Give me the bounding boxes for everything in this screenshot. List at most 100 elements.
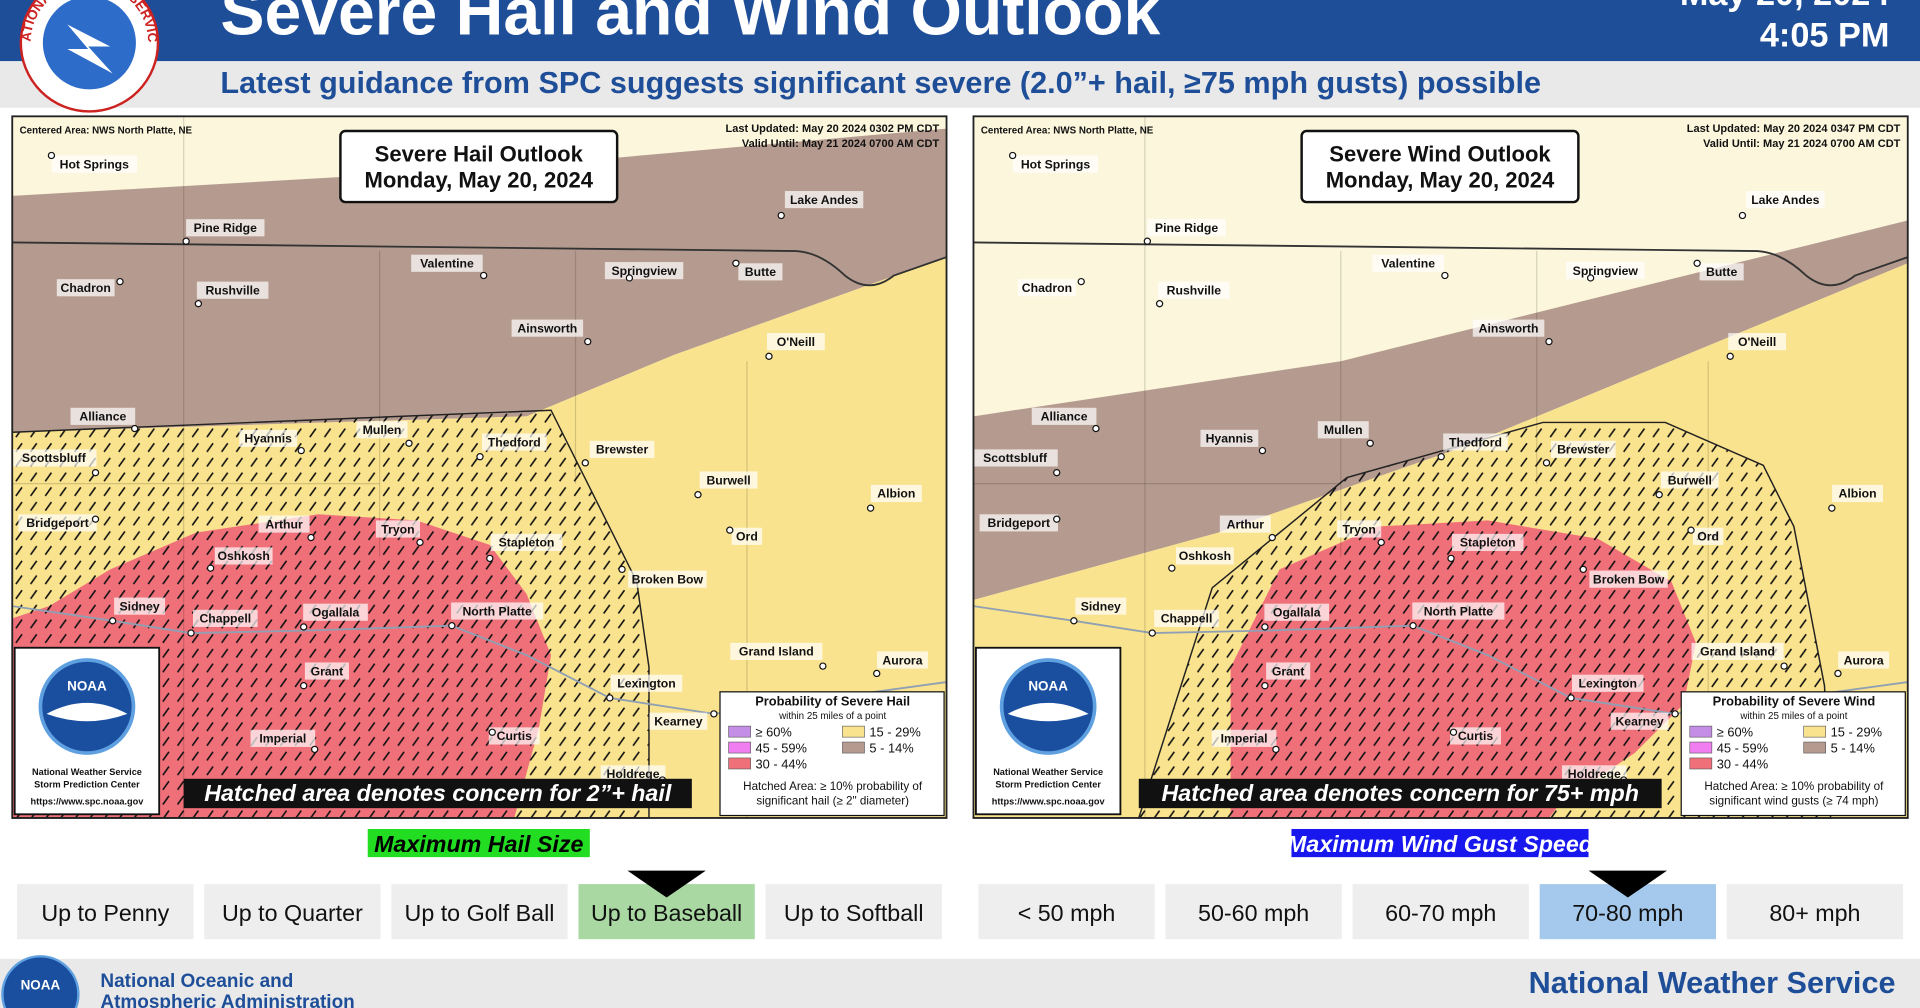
city-dot [488,728,496,736]
state-border [973,241,1909,287]
page-subtitle: Latest guidance from SPC suggests signif… [220,66,1541,100]
map-date: Monday, May 20, 2024 [364,167,593,192]
city-dot [1077,277,1085,286]
city-dot [1671,710,1679,718]
title-box [1300,129,1580,204]
legend-swatch [842,741,865,754]
legend-swatch [1803,725,1827,738]
city-label-bg [767,333,825,351]
legend-note: significant hail (≥ 2" diameter) [756,794,909,807]
city-dot [873,669,881,678]
footer-service: National Weather Service [1529,966,1896,1000]
city-label: Hot Springs [60,157,130,171]
city-dot [194,299,203,308]
option-button [978,884,1155,940]
city-label: Chadron [1022,281,1072,295]
city-dot [297,446,305,455]
state-border [12,241,947,287]
city-label-bg [1832,484,1884,503]
city-dot [1738,211,1747,220]
city-label: Stapleton [499,536,555,550]
city-label-bg [481,433,547,451]
option-label: Up to Softball [784,900,924,926]
option-button [1165,884,1342,940]
city-label-bg [870,484,922,503]
city-label: Butte [1706,265,1737,279]
city-label-bg [18,514,97,532]
city-label: Hyannis [244,432,292,446]
city-label-bg [1372,254,1444,272]
legend-title: Probability of Severe Wind [1713,693,1876,708]
city-dot [1586,274,1595,282]
city-label-bg [451,602,544,620]
map-title: Severe Wind Outlook [1329,142,1551,167]
city-label: Rushville [205,283,260,297]
legend-label: ≥ 60% [1717,725,1753,740]
city-dot [1542,459,1551,467]
city-label-bg [1031,407,1097,425]
city-dot [108,617,117,625]
legend-swatch [842,725,865,738]
legend-label: ≥ 60% [756,725,792,740]
legend-label: 5 - 14% [869,740,913,755]
city-dot [480,271,488,280]
footer-noaa-text: NOAA [21,977,61,992]
city-label-bg [979,514,1058,532]
city-dot [1155,299,1164,308]
legend-swatch [1689,757,1713,770]
city-label: Grand Island [739,645,814,659]
city-label: Lake Andes [1751,193,1819,207]
city-dot [1053,515,1061,523]
city-label-bg [186,219,265,237]
city-label: Brewster [596,443,649,457]
city-label: Mullen [363,423,402,437]
city-label: Grant [1272,664,1305,678]
legend-box [1680,691,1906,817]
legend-label: 45 - 59% [756,740,807,755]
city-dot [1268,533,1276,542]
legend-swatch [728,757,751,770]
city-label: Burwell [1668,473,1712,487]
city-label: Imperial [259,732,306,746]
city-label: Scottsbluff [22,451,87,465]
city-dot [732,259,740,267]
selected-indicator [627,870,706,898]
city-label-bg [731,527,763,545]
city-label: Broken Bow [632,572,704,586]
city-dot [476,453,484,461]
city-dot [819,662,827,670]
spc-line: National Weather Service [993,767,1103,777]
city-dot [1261,682,1269,690]
city-dot [1070,617,1078,625]
city-label-bg [51,155,137,173]
city-label-bg [1728,333,1787,351]
city-label: Pine Ridge [1155,221,1218,235]
city-label: Valentine [420,257,474,271]
page-date: May 20, 2024 [1680,0,1890,13]
city-dot [1726,352,1734,360]
city-label-bg [1838,651,1890,669]
city-dot [300,623,308,631]
city-dot [584,337,592,346]
option-button [204,884,381,940]
city-label-bg [1561,765,1627,783]
city-dot [1377,538,1385,547]
page-time: 4:05 PM [1760,17,1889,55]
map-title: Severe Hail Outlook [375,142,584,167]
legend-swatch [1803,741,1827,754]
city-label: Bridgeport [26,516,89,530]
city-label: North Platte [1424,604,1494,618]
city-dot [1441,271,1449,280]
legend-box [719,691,945,817]
city-label-bg [1211,729,1277,747]
city-dot [182,237,190,245]
city-label: Valentine [1381,257,1435,271]
city-dot [581,459,589,467]
city-dot [405,439,413,447]
city-label: Oshkosh [1179,549,1231,563]
city-label-bg [738,263,783,281]
city-label: Grand Island [1700,645,1775,659]
map: Hot Springs Pine Ridge Chadron Rushville Val… [972,115,1909,819]
city-label: Lexington [617,677,675,691]
